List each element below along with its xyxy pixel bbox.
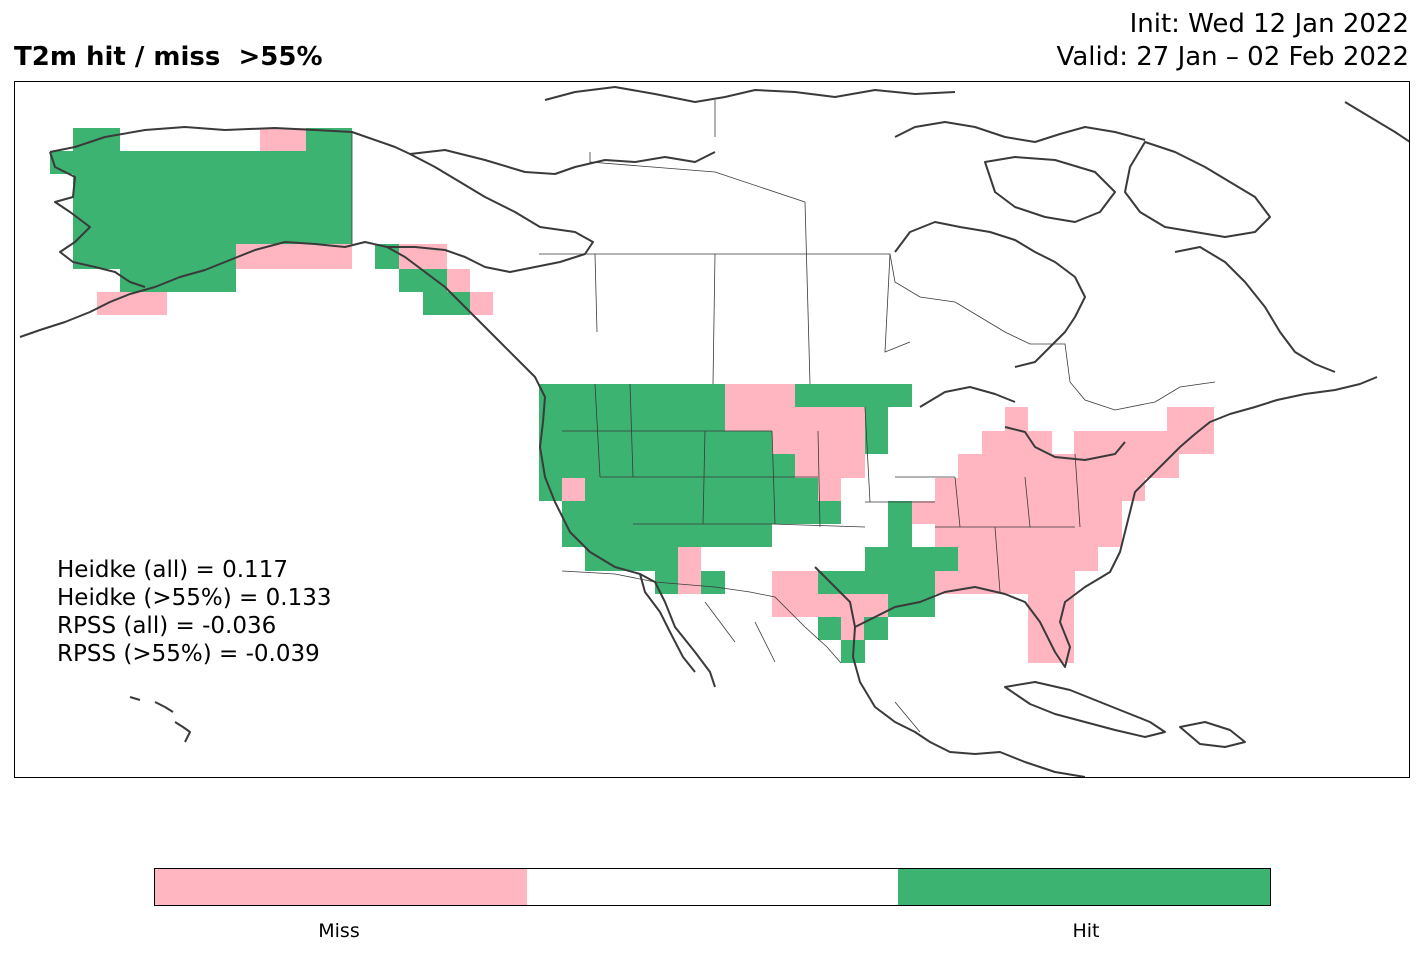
cell-miss <box>562 478 585 501</box>
alaska-west <box>49 151 146 288</box>
cell-miss <box>678 547 701 594</box>
colorbar-hit <box>898 869 1271 905</box>
gulf-north <box>854 376 1378 668</box>
cell-hit <box>888 501 912 571</box>
cell-miss <box>97 292 167 315</box>
cell-hit <box>795 384 912 407</box>
cell-miss <box>912 501 1122 524</box>
hispaniola <box>1179 721 1246 748</box>
baja <box>639 573 696 673</box>
cell-miss <box>935 478 1145 501</box>
valid-dates: Valid: 27 Jan – 02 Feb 2022 <box>1056 42 1409 72</box>
cell-miss <box>1167 407 1214 454</box>
score-heidke-all: Heidke (all) = 0.117 <box>57 557 288 583</box>
cell-miss <box>470 292 493 315</box>
cell-hit <box>399 269 447 292</box>
cell-miss <box>818 478 841 501</box>
cell-miss <box>795 594 888 617</box>
cell-miss <box>795 407 865 431</box>
cell-miss <box>958 547 1098 571</box>
cell-miss <box>912 571 1075 594</box>
cell-hit <box>539 384 725 431</box>
score-rpss-55: RPSS (>55%) = -0.039 <box>57 641 320 667</box>
cell-hit <box>912 547 958 571</box>
labrador <box>1174 246 1336 373</box>
us-canada-border <box>539 253 1216 411</box>
hawaii <box>129 696 191 743</box>
arctic-coast-1 <box>409 149 716 175</box>
score-rpss-all: RPSS (all) = -0.036 <box>57 613 277 639</box>
cell-miss <box>841 617 864 640</box>
colorbar-miss <box>155 869 527 905</box>
us-mexico-border <box>561 570 842 664</box>
grid-cells <box>50 128 1214 663</box>
cell-miss <box>1005 407 1028 431</box>
cell-miss <box>725 384 795 431</box>
cell-miss <box>982 431 1052 454</box>
greenland-edge <box>1344 101 1409 143</box>
cell-hit <box>50 151 352 174</box>
map-canvas <box>19 86 1409 777</box>
cell-hit <box>865 431 888 454</box>
state-borders <box>562 383 1081 593</box>
colorbar-neutral <box>526 869 899 905</box>
mexico-states <box>704 601 921 733</box>
cell-miss <box>260 128 306 151</box>
hudson-bay <box>894 221 1086 368</box>
cell-miss <box>236 244 352 269</box>
bc-coast <box>386 246 716 688</box>
date-info: Init: Wed 12 Jan 2022 Valid: 27 Jan – 02… <box>1057 8 1409 74</box>
cuba <box>1004 681 1166 738</box>
map-title: T2m hit / miss >55% <box>14 42 323 72</box>
cell-hit <box>562 501 841 524</box>
cell-miss <box>447 269 470 292</box>
cell-hit <box>73 244 236 269</box>
great-lakes <box>919 386 1126 461</box>
central-america <box>974 751 1086 777</box>
gulf-coast <box>814 566 976 755</box>
cell-hit <box>562 524 772 547</box>
colorbar-label-miss: Miss <box>318 920 360 942</box>
map-panel <box>14 81 1410 778</box>
cell-hit <box>375 244 399 269</box>
cell-hit <box>423 292 470 315</box>
arctic-islands-2 <box>894 121 1146 143</box>
cell-miss <box>795 454 865 478</box>
colorbar-label-hit: Hit <box>1072 920 1100 942</box>
cell-hit <box>120 269 236 292</box>
prov-borders <box>589 100 911 385</box>
arctic-islands-1 <box>544 86 956 103</box>
cell-hit <box>888 594 935 617</box>
score-heidke-55: Heidke (>55%) = 0.133 <box>57 585 332 611</box>
coastlines <box>19 86 1409 777</box>
arctic-islands-3 <box>984 156 1116 223</box>
cell-miss <box>935 524 1122 547</box>
cell-hit <box>306 128 352 151</box>
boundaries <box>351 100 1216 733</box>
cell-miss <box>772 571 818 594</box>
cell-hit <box>912 571 935 594</box>
init-date: Init: Wed 12 Jan 2022 <box>1129 9 1409 39</box>
cell-hit <box>539 431 818 501</box>
alaska-coast <box>19 126 594 338</box>
skill-scores: Heidke (all) = 0.117 Heidke (>55%) = 0.1… <box>57 556 331 668</box>
colorbar <box>154 868 1271 906</box>
baffin <box>1124 141 1271 238</box>
cell-hit <box>73 174 352 244</box>
